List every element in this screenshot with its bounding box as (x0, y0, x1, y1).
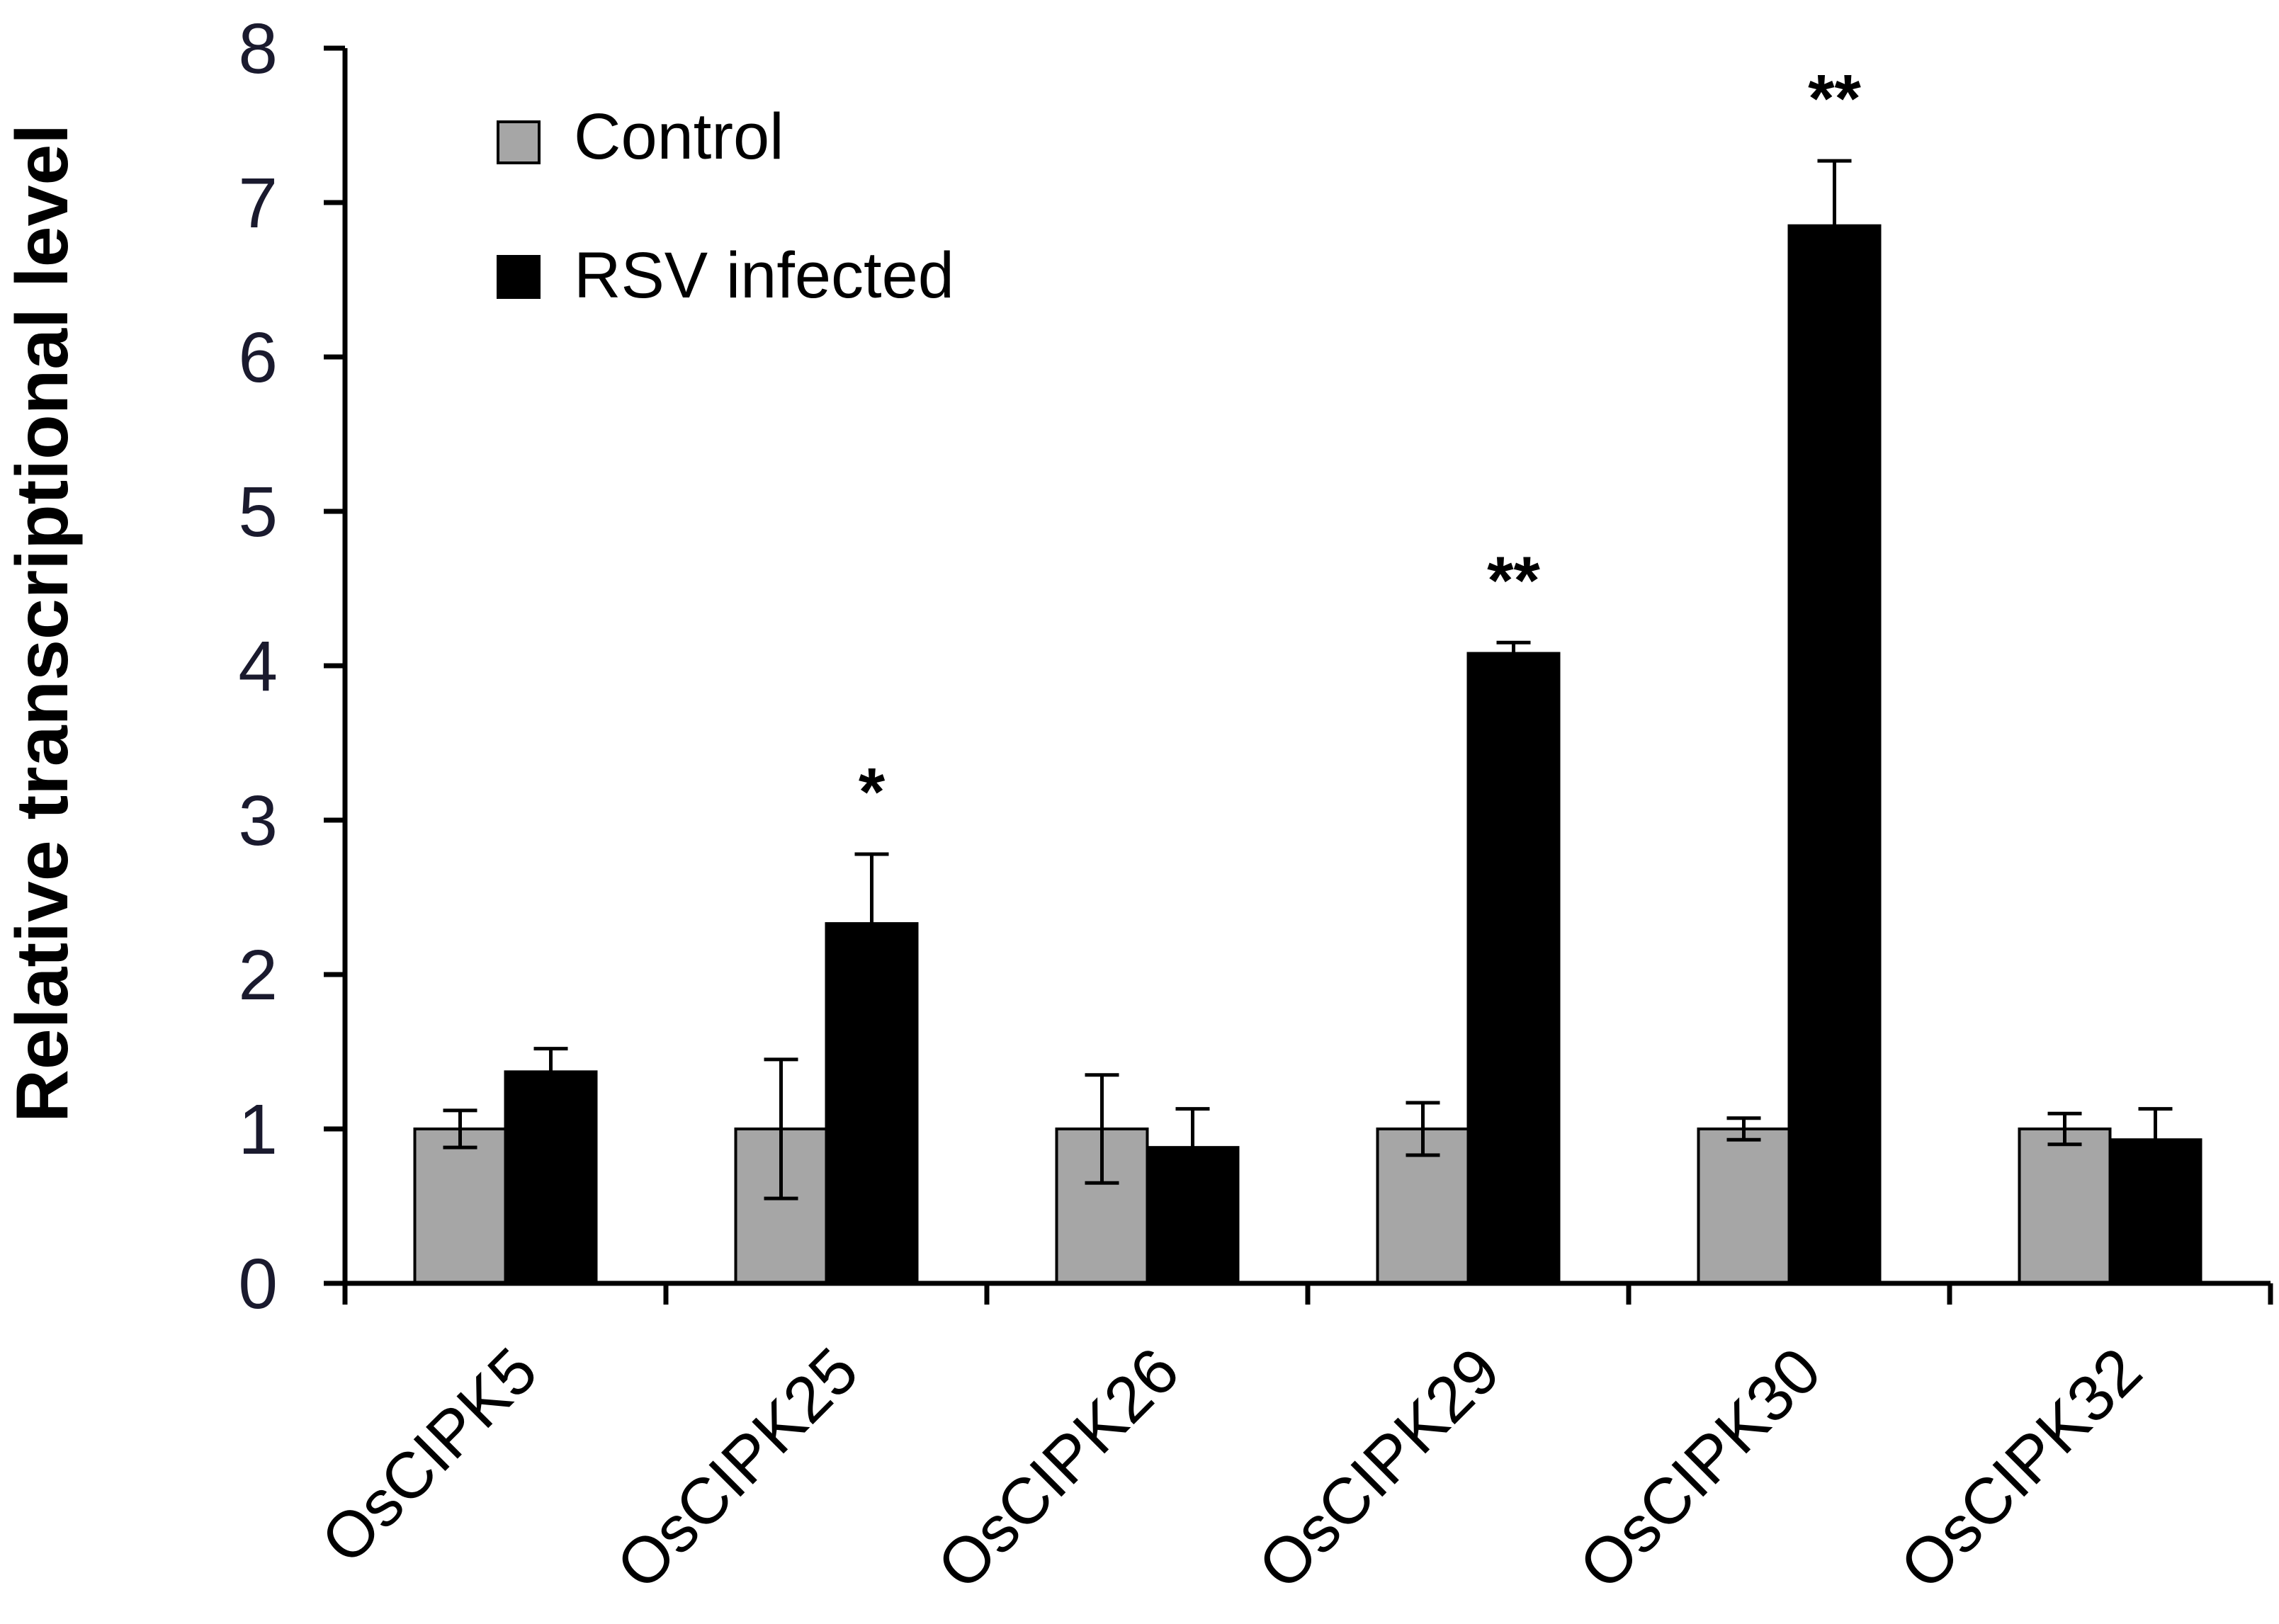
x-category-label: OsCIPK25 (603, 1334, 871, 1603)
bar-rsv-infected (1787, 224, 1882, 1285)
y-axis-ticks: 0 1 2 3 4 5 6 7 8 (238, 9, 345, 1324)
y-tick-label: 5 (238, 472, 278, 552)
bar-control (2018, 1128, 2112, 1285)
x-axis-ticks: OsCIPK5 OsCIPK25 OsCIPK26 OsCIPK29 OsCIPK30 O… (307, 1283, 2273, 1603)
legend-label-control: Control (574, 101, 784, 173)
legend-swatch-rsv (497, 255, 541, 299)
significance-marker: ** (1487, 543, 1540, 618)
y-tick-label: 6 (238, 318, 278, 397)
y-tick-label: 4 (238, 627, 278, 706)
x-category-label: OsCIPK5 (307, 1334, 550, 1577)
significance-marker: ** (1808, 61, 1861, 137)
x-category-label: OsCIPK30 (1566, 1334, 1834, 1603)
legend-label-rsv-infected: RSV infected (574, 239, 954, 312)
y-tick-label: 3 (238, 781, 278, 861)
bar-rsv-infected (504, 1070, 598, 1285)
significance-marker: * (859, 754, 886, 830)
error-bars (443, 159, 2173, 1200)
x-category-label: OsCIPK26 (924, 1334, 1192, 1603)
x-category-label: OsCIPK29 (1245, 1334, 1513, 1603)
significance-markers: ***** (859, 61, 1862, 830)
bar-control (1697, 1128, 1791, 1285)
y-tick-label: 8 (238, 9, 278, 89)
y-tick-label: 2 (238, 936, 278, 1015)
y-tick-label: 7 (238, 164, 278, 243)
legend-swatch-control (497, 120, 541, 164)
legend: Control RSV infected (497, 101, 954, 312)
x-category-label: OsCIPK32 (1887, 1334, 2155, 1603)
y-tick-label: 0 (238, 1244, 278, 1324)
y-axis-label: Relative transcriptional level (1, 124, 84, 1123)
bars (413, 224, 2202, 1285)
bar-rsv-infected (1466, 652, 1561, 1285)
bar-control (413, 1128, 507, 1285)
y-tick-label: 1 (238, 1090, 278, 1169)
